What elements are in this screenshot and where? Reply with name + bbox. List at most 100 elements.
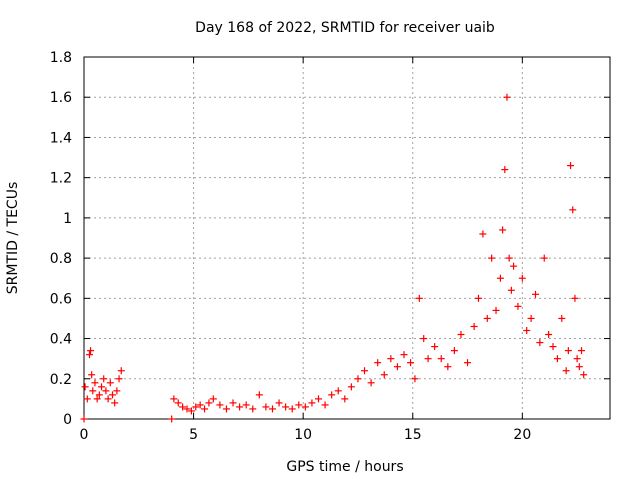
x-tick-label: 15 bbox=[404, 427, 422, 443]
data-point bbox=[229, 399, 237, 407]
x-tick-label: 0 bbox=[80, 427, 89, 443]
data-point bbox=[83, 395, 91, 403]
data-point bbox=[367, 379, 375, 387]
data-point bbox=[209, 395, 217, 403]
axis-ticks: 0 5 10 15 20 0 0.2 0.4 0.6 0.8 1 1.2 1.4 1.6 1.8 bbox=[50, 50, 610, 443]
data-point bbox=[514, 302, 522, 310]
data-point bbox=[437, 355, 445, 363]
data-point bbox=[216, 401, 224, 409]
data-point bbox=[374, 359, 382, 367]
data-point bbox=[444, 363, 452, 371]
data-point bbox=[334, 387, 342, 395]
data-point bbox=[393, 363, 401, 371]
data-point bbox=[108, 391, 116, 399]
data-point bbox=[503, 93, 511, 101]
y-tick-label: 0.8 bbox=[50, 251, 72, 267]
data-point bbox=[196, 401, 204, 409]
x-axis-label: GPS time / hours bbox=[286, 459, 403, 475]
data-point bbox=[571, 294, 579, 302]
data-point bbox=[457, 331, 465, 339]
data-point bbox=[102, 387, 110, 395]
data-point bbox=[341, 395, 349, 403]
data-point bbox=[98, 383, 106, 391]
data-point bbox=[488, 254, 496, 262]
y-tick-label: 0.6 bbox=[50, 291, 72, 307]
data-point bbox=[115, 375, 123, 383]
y-tick-label: 0.4 bbox=[50, 332, 72, 348]
data-point bbox=[523, 327, 531, 335]
data-point bbox=[179, 403, 187, 411]
data-point bbox=[450, 347, 458, 355]
data-point bbox=[518, 274, 526, 282]
data-point bbox=[431, 343, 439, 351]
data-point bbox=[492, 306, 500, 314]
data-point bbox=[81, 383, 89, 391]
data-point bbox=[87, 347, 95, 355]
data-point bbox=[479, 230, 487, 238]
y-tick-label: 1.8 bbox=[50, 50, 72, 66]
data-point bbox=[168, 415, 176, 423]
data-point bbox=[205, 399, 213, 407]
data-point bbox=[564, 347, 572, 355]
data-point bbox=[407, 359, 415, 367]
data-point bbox=[424, 355, 432, 363]
data-point bbox=[301, 403, 309, 411]
data-point bbox=[558, 314, 566, 322]
data-point bbox=[104, 395, 112, 403]
data-point bbox=[553, 355, 561, 363]
data-point bbox=[483, 314, 491, 322]
data-point bbox=[201, 405, 209, 413]
data-point bbox=[501, 166, 509, 174]
data-point bbox=[183, 405, 191, 413]
data-point bbox=[420, 335, 428, 343]
data-point bbox=[400, 351, 408, 359]
data-point bbox=[380, 371, 388, 379]
data-point bbox=[573, 355, 581, 363]
data-point bbox=[295, 401, 303, 409]
plot-frame bbox=[83, 56, 611, 420]
data-point bbox=[578, 347, 586, 355]
data-point bbox=[91, 379, 99, 387]
data-point bbox=[308, 399, 316, 407]
grid bbox=[84, 57, 610, 419]
data-point bbox=[567, 162, 575, 170]
data-point bbox=[354, 375, 362, 383]
data-point bbox=[282, 403, 290, 411]
data-point bbox=[89, 387, 97, 395]
data-point bbox=[545, 331, 553, 339]
data-point bbox=[527, 314, 535, 322]
y-tick-label: 1.4 bbox=[50, 130, 72, 146]
data-point bbox=[562, 367, 570, 375]
data-point bbox=[347, 383, 355, 391]
data-point bbox=[106, 379, 114, 387]
data-point bbox=[170, 395, 178, 403]
y-axis-label: SRMTID / TECUs bbox=[5, 182, 21, 295]
data-point bbox=[411, 375, 419, 383]
data-point bbox=[470, 322, 478, 330]
data-point bbox=[242, 401, 250, 409]
data-point bbox=[174, 399, 182, 407]
data-point bbox=[387, 355, 395, 363]
y-tick-label: 1 bbox=[63, 211, 72, 227]
data-point bbox=[464, 359, 472, 367]
data-point bbox=[549, 343, 557, 351]
data-point bbox=[187, 407, 195, 415]
y-tick-label: 1.6 bbox=[50, 90, 72, 106]
data-point bbox=[328, 391, 336, 399]
data-point bbox=[249, 405, 257, 413]
data-point bbox=[85, 351, 93, 359]
data-point bbox=[315, 395, 323, 403]
data-point bbox=[499, 226, 507, 234]
data-point bbox=[540, 254, 548, 262]
data-point bbox=[475, 294, 482, 302]
data-point bbox=[536, 339, 544, 347]
data-point bbox=[93, 395, 101, 403]
data-point bbox=[275, 399, 283, 407]
data-point bbox=[569, 206, 577, 214]
y-tick-label: 1.2 bbox=[50, 171, 72, 187]
data-point bbox=[111, 399, 119, 407]
data-point bbox=[88, 371, 96, 379]
data-point bbox=[192, 403, 200, 411]
y-tick-label: 0 bbox=[63, 412, 72, 428]
